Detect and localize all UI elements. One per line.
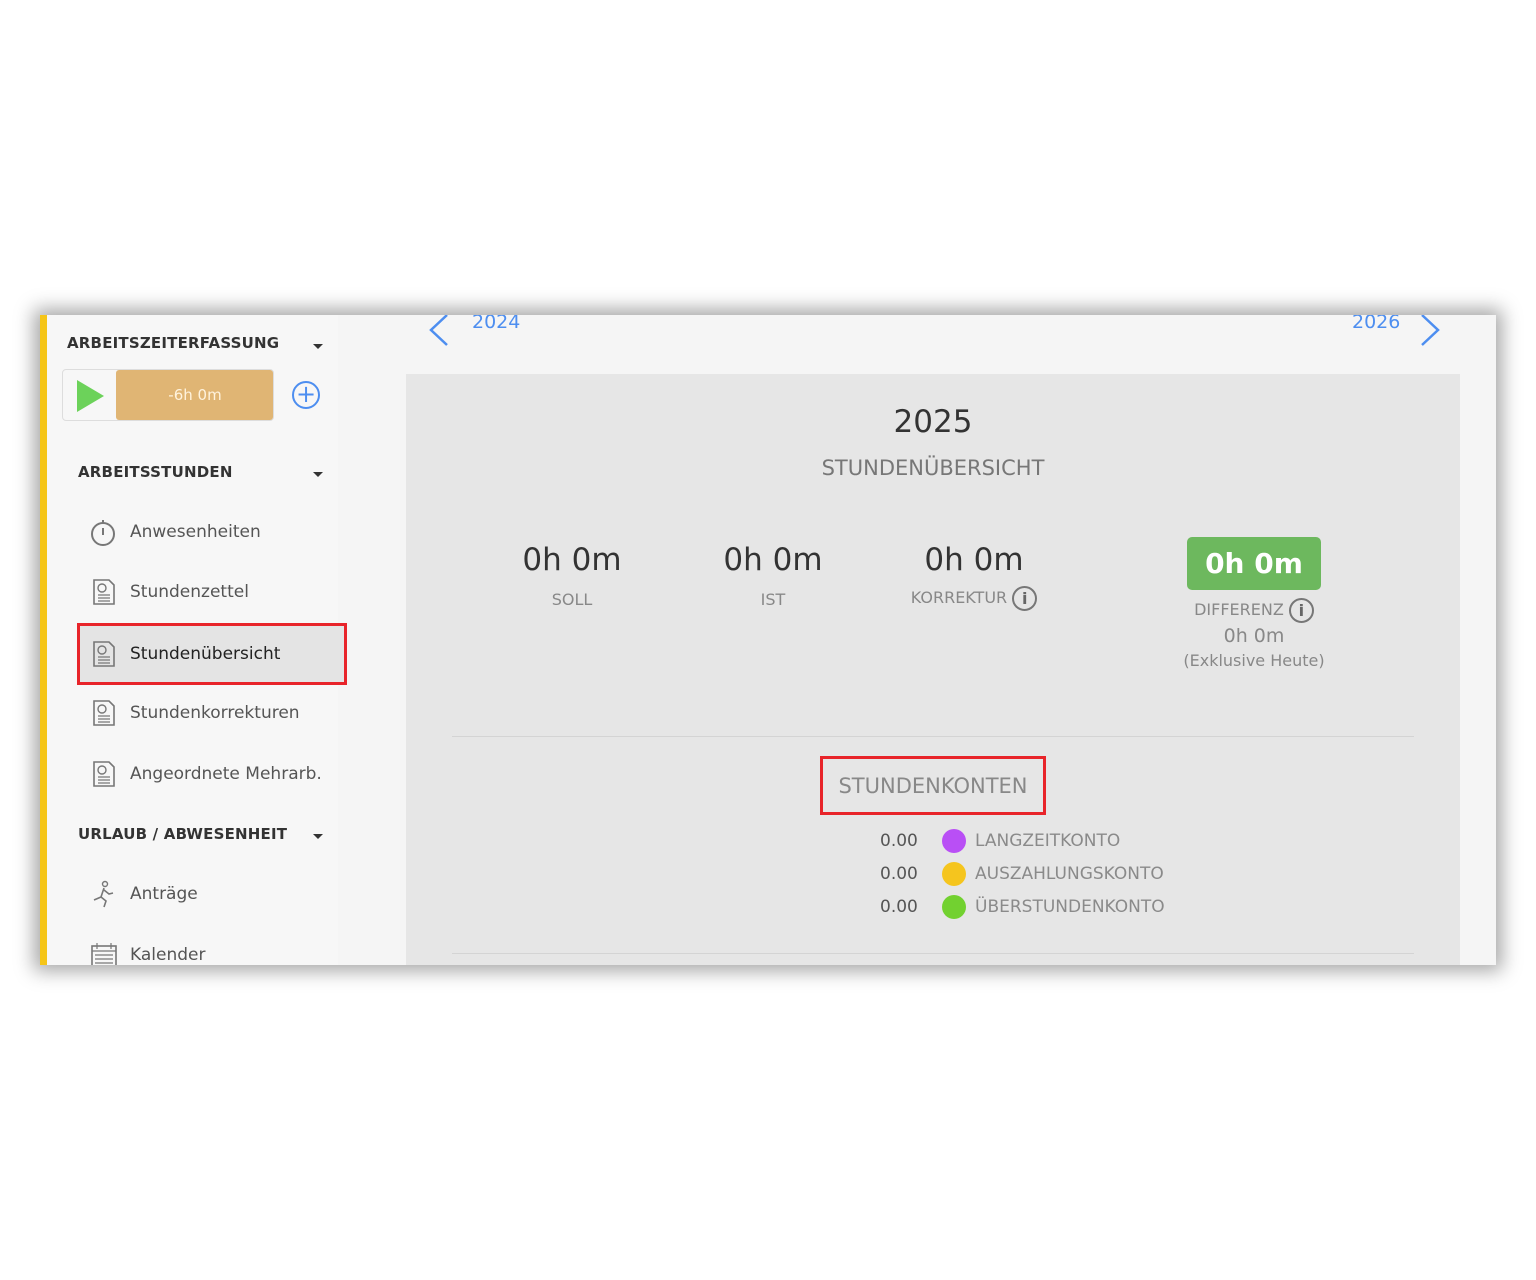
sidebar-item-angeordnete-mehrarbeit[interactable]: Angeordnete Mehrarb. [80, 746, 344, 802]
account-row: 0.00 ÜBERSTUNDENKONTO [880, 895, 1165, 919]
running-person-icon [90, 880, 118, 908]
differenz-sub-value: 0h 0m [1223, 625, 1285, 647]
green-dot-icon [942, 895, 966, 919]
purple-dot-icon [942, 829, 966, 853]
year-title: 2025 [893, 404, 973, 440]
overview-panel: 2025 STUNDENÜBERSICHT 0h 0m SOLL 0h 0m I… [406, 374, 1460, 965]
differenz-label: DIFFERENZ [1194, 600, 1284, 619]
sidebar-item-stundenkorrekturen[interactable]: Stundenkorrekturen [80, 685, 344, 741]
sidebar-item-label: Angeordnete Mehrarb. [130, 764, 322, 784]
account-value: 0.00 [880, 831, 918, 851]
divider [452, 736, 1414, 737]
timesheet-icon [90, 760, 118, 788]
account-row: 0.00 AUSZAHLUNGSKONTO [880, 862, 1164, 886]
chevron-down-icon[interactable] [313, 472, 323, 477]
account-name: AUSZAHLUNGSKONTO [975, 864, 1164, 884]
accounts-title: STUNDENKONTEN [820, 756, 1046, 815]
chevron-down-icon[interactable] [313, 344, 323, 349]
prev-year-link[interactable]: 2024 [472, 315, 521, 333]
ist-label: IST [760, 590, 786, 609]
play-icon[interactable] [77, 380, 104, 412]
sidebar-item-stundenuebersicht[interactable]: Stundenübersicht [77, 623, 347, 685]
sidebar-item-stundenzettel[interactable]: Stundenzettel [80, 564, 344, 620]
sidebar: ARBEITSZEITERFASSUNG -6h 0m + ARBEITSSTU… [47, 315, 347, 965]
account-row: 0.00 LANGZEITKONTO [880, 829, 1120, 853]
sidebar-item-label: Stundenübersicht [130, 644, 281, 664]
sidebar-item-label: Anwesenheiten [130, 522, 261, 542]
stat-korrektur: 0h 0m KORREKTUR i [864, 542, 1084, 611]
sidebar-item-antraege[interactable]: Anträge [80, 866, 344, 922]
timer-value[interactable]: -6h 0m [116, 370, 273, 420]
sidebar-item-label: Kalender [130, 945, 206, 965]
account-name: ÜBERSTUNDENKONTO [975, 897, 1165, 917]
sidebar-item-kalender[interactable]: Kalender [80, 927, 344, 965]
sidebar-item-label: Stundenzettel [130, 582, 249, 602]
info-icon[interactable]: i [1012, 586, 1038, 611]
add-icon[interactable]: + [292, 381, 320, 409]
sidebar-item-anwesenheiten[interactable]: Anwesenheiten [80, 504, 344, 560]
next-year-button[interactable] [1418, 315, 1442, 347]
calendar-icon [90, 941, 118, 965]
accent-bar [40, 315, 47, 965]
korrektur-value: 0h 0m [924, 542, 1024, 578]
section-urlaub-abwesenheit[interactable]: URLAUB / ABWESENHEIT [78, 825, 288, 843]
sidebar-item-label: Anträge [130, 884, 198, 904]
page-title: STUNDENÜBERSICHT [821, 456, 1045, 480]
stat-ist: 0h 0m IST [673, 542, 873, 609]
stat-soll: 0h 0m SOLL [472, 542, 672, 609]
account-name: LANGZEITKONTO [975, 831, 1121, 851]
korrektur-label: KORREKTUR [910, 588, 1008, 607]
ist-value: 0h 0m [723, 542, 823, 578]
timer-widget: -6h 0m [62, 369, 274, 421]
differenz-badge: 0h 0m [1187, 537, 1321, 590]
account-value: 0.00 [880, 897, 918, 917]
divider [452, 953, 1414, 954]
timesheet-icon [90, 640, 118, 668]
timesheet-icon [90, 699, 118, 727]
app-window: ARBEITSZEITERFASSUNG -6h 0m + ARBEITSSTU… [40, 315, 1496, 965]
section-arbeitszeiterfassung[interactable]: ARBEITSZEITERFASSUNG [67, 334, 280, 352]
stat-differenz: 0h 0m DIFFERENZ i 0h 0m (Exklusive Heute… [1154, 537, 1354, 670]
section-arbeitsstunden[interactable]: ARBEITSSTUNDEN [78, 463, 233, 481]
chevron-down-icon[interactable] [313, 834, 323, 839]
soll-value: 0h 0m [522, 542, 622, 578]
stopwatch-icon [90, 518, 118, 546]
yellow-dot-icon [942, 862, 966, 886]
sidebar-item-label: Stundenkorrekturen [130, 703, 300, 723]
next-year-link[interactable]: 2026 [1352, 315, 1401, 333]
account-value: 0.00 [880, 864, 918, 884]
soll-label: SOLL [551, 590, 593, 609]
info-icon[interactable]: i [1288, 598, 1314, 623]
prev-year-button[interactable] [427, 315, 451, 347]
differenz-note: (Exklusive Heute) [1183, 651, 1325, 670]
timesheet-icon [90, 578, 118, 606]
